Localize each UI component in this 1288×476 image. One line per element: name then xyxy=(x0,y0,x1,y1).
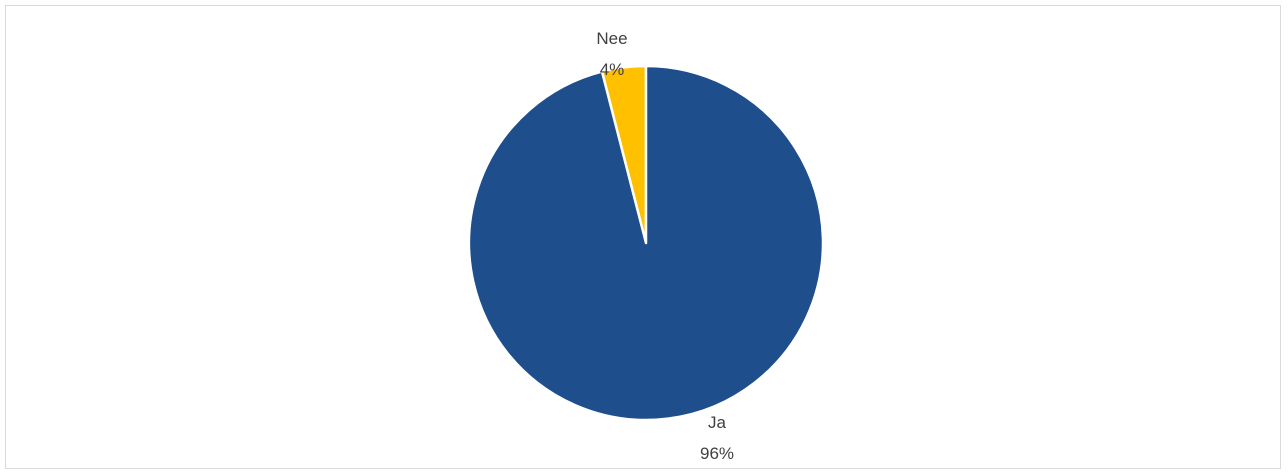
slice-label-nee-category: Nee xyxy=(596,29,627,48)
slice-label-nee-percent: 4% xyxy=(600,60,625,79)
pie-slices xyxy=(467,64,825,422)
slice-label-ja-category: Ja xyxy=(708,413,727,432)
pie-slice-ja xyxy=(467,64,825,422)
pie-chart: Nee 4% Ja 96% xyxy=(467,29,825,463)
chart-area: Nee 4% Ja 96% xyxy=(5,5,1281,469)
pie-labels: Nee 4% Ja 96% xyxy=(596,29,734,463)
slice-label-ja-percent: 96% xyxy=(700,444,734,463)
